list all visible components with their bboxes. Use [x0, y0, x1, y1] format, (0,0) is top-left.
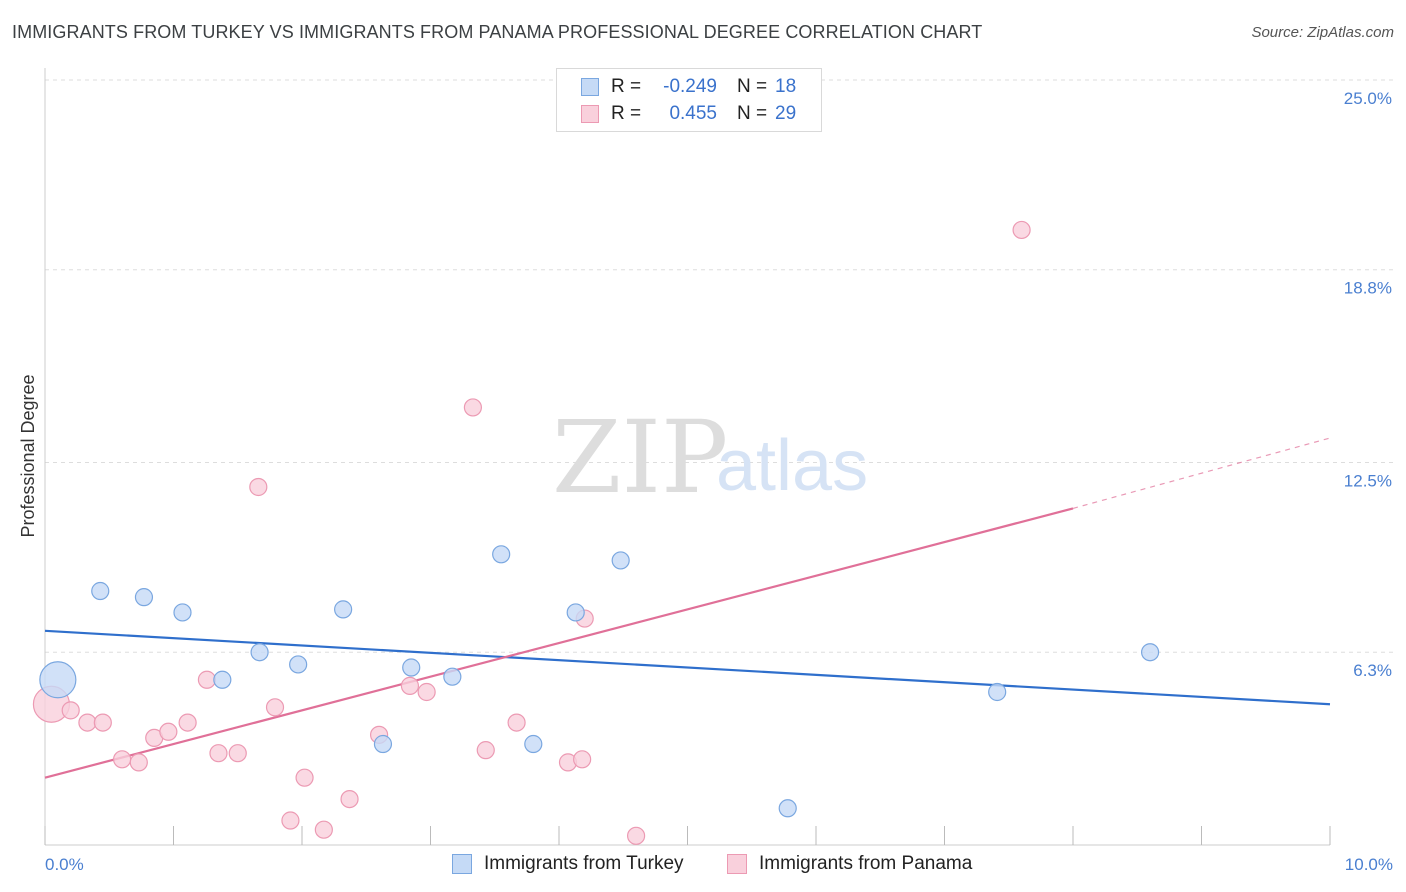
turkey-point — [39, 661, 77, 699]
panama-point — [129, 753, 148, 772]
panama-point — [295, 768, 314, 787]
panama-point — [78, 713, 97, 732]
turkey-point — [373, 734, 393, 754]
gridlines — [45, 79, 1395, 653]
panama-point — [209, 744, 228, 763]
turkey-point — [213, 670, 232, 689]
panama-point — [507, 713, 526, 732]
turkey-legend-swatch — [452, 854, 472, 874]
turkey-point — [250, 643, 269, 662]
panama-point — [178, 713, 197, 732]
panama-point — [463, 398, 483, 417]
panama-legend-swatch — [727, 854, 747, 874]
r-label: R = — [611, 76, 642, 97]
panama-point — [417, 682, 436, 702]
panama-point — [228, 744, 247, 763]
trend-lines — [44, 437, 1331, 779]
panama-point — [112, 750, 132, 769]
tick-labels: 6.3% 12.5% 18.8% 25.0% 0.0% 10.0% — [45, 89, 1393, 874]
panama-point — [476, 741, 495, 760]
turkey-point — [1140, 643, 1160, 662]
turkey-point — [492, 545, 511, 564]
panama-point — [159, 722, 178, 741]
turkey-point — [173, 603, 192, 622]
turkey-point — [402, 658, 421, 677]
r-value: 0.455 — [669, 103, 717, 124]
panama-point — [93, 713, 112, 732]
turkey-point — [334, 600, 353, 619]
panama-point — [281, 811, 300, 830]
panama-point — [340, 789, 359, 809]
panama-swatch — [581, 105, 599, 123]
panama-point — [61, 701, 80, 720]
x-tick-label: 10.0% — [1345, 855, 1393, 874]
panama-point — [314, 820, 333, 839]
n-value: 29 — [775, 103, 797, 124]
n-value: 18 — [775, 76, 797, 97]
y-tick-label: 25.0% — [1344, 89, 1392, 108]
data-points — [32, 220, 1160, 845]
panama-point — [265, 698, 285, 717]
turkey-point — [443, 667, 462, 686]
n-label: N = — [737, 76, 768, 97]
panama-legend-label: Immigrants from Panama — [759, 853, 973, 874]
n-label: N = — [737, 103, 768, 124]
panama-point — [626, 826, 646, 845]
y-tick-label: 18.8% — [1344, 279, 1392, 298]
panama-point — [249, 477, 268, 497]
turkey-point — [778, 799, 797, 818]
y-axis-label: Professional Degree — [18, 374, 38, 537]
legend-row-panama: R = 0.455 N = 29 — [581, 103, 796, 125]
turkey-point — [524, 734, 543, 754]
legend-item-panama: Immigrants from Panama — [727, 852, 972, 876]
watermark-zip: ZIP — [552, 399, 728, 516]
watermark-atlas: atlas — [716, 426, 868, 506]
y-tick-label: 12.5% — [1344, 472, 1392, 491]
turkey-point — [988, 682, 1007, 702]
x-tick-label: 0.0% — [45, 855, 84, 874]
correlation-legend: R = -0.249 N = 18 R = 0.455 N = 29 — [556, 68, 822, 132]
turkey-point — [289, 655, 308, 674]
turkey-swatch — [581, 78, 599, 96]
turkey-point — [91, 581, 110, 601]
turkey-legend-label: Immigrants from Turkey — [484, 853, 684, 874]
y-tick-label: 6.3% — [1353, 661, 1392, 680]
r-label: R = — [611, 103, 642, 124]
panama-trend-line — [44, 507, 1074, 779]
turkey-trend-line — [44, 629, 1331, 706]
source-label: Source: ZipAtlas.com — [1251, 24, 1394, 41]
panama-trend-extension — [1072, 437, 1331, 509]
panama-point — [1012, 220, 1031, 240]
r-value: -0.249 — [663, 76, 717, 97]
turkey-point — [611, 551, 630, 570]
panama-point — [197, 670, 217, 689]
legend-row-turkey: R = -0.249 N = 18 — [581, 76, 796, 98]
turkey-point — [134, 588, 154, 607]
panama-point — [400, 676, 420, 695]
panama-point — [573, 750, 592, 769]
chart-title: IMMIGRANTS FROM TURKEY VS IMMIGRANTS FRO… — [12, 22, 983, 42]
legend-item-turkey: Immigrants from Turkey — [452, 852, 684, 876]
turkey-point — [566, 603, 585, 622]
